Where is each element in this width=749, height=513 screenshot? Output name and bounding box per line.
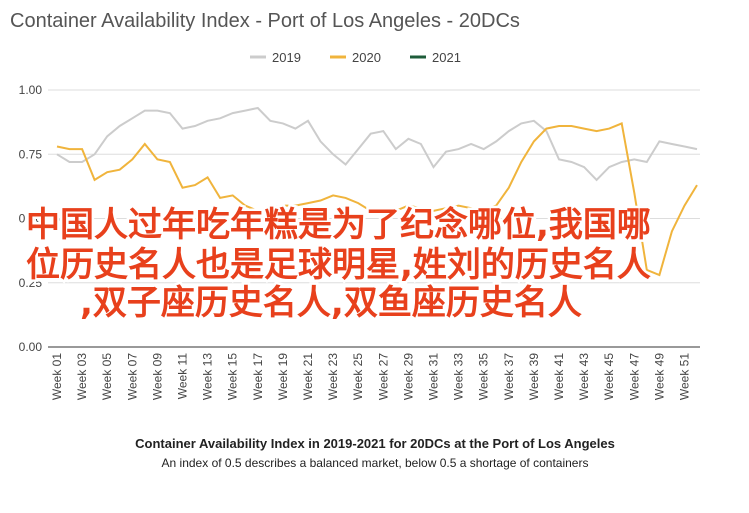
overlay-line: 中国人过年吃年糕是为了纪念哪位,我国哪 [26, 205, 651, 245]
x-tick-label: Week 33 [452, 353, 466, 400]
x-tick-label: Week 37 [502, 353, 516, 400]
x-tick-label: Week 41 [552, 353, 566, 400]
legend-label: 2020 [352, 50, 381, 65]
x-tick-label: Week 11 [175, 353, 189, 400]
subcaption: An index of 0.5 describes a balanced mar… [162, 456, 589, 470]
chart-title: Container Availability Index - Port of L… [10, 10, 520, 32]
x-tick-label: Week 15 [226, 353, 240, 400]
x-tick-label: Week 07 [125, 353, 139, 400]
x-tick-label: Week 17 [251, 353, 265, 400]
x-tick-label: Week 45 [602, 353, 616, 400]
x-tick-label: Week 51 [677, 353, 691, 400]
x-tick-label: Week 05 [100, 353, 114, 400]
x-tick-label: Week 35 [477, 353, 491, 400]
x-tick-label: Week 31 [426, 353, 440, 400]
x-tick-label: Week 27 [376, 353, 390, 400]
y-tick-label: 0.25 [19, 276, 43, 290]
overlay: 中国人过年吃年糕是为了纪念哪位,我国哪 位历史名人也是足球明星,姓刘的历史名人 … [24, 203, 654, 326]
x-tick-label: Week 23 [326, 353, 340, 400]
x-tick-label: Week 25 [351, 353, 365, 400]
overlay-line: 位历史名人也是足球明星,姓刘的历史名人 [26, 245, 651, 285]
x-tick-label: Week 49 [652, 353, 666, 400]
overlay-line: ,双子座历史名人,双鱼座历史名人 [80, 283, 582, 323]
x-tick-label: Week 47 [627, 353, 641, 400]
x-tick-label: Week 01 [50, 353, 64, 400]
x-tick-label: Week 13 [201, 353, 215, 400]
y-tick-label: 0.50 [19, 212, 43, 226]
x-tick-label: Week 43 [577, 353, 591, 400]
y-tick-label: 0.75 [19, 147, 43, 161]
x-tick-label: Week 03 [75, 353, 89, 400]
y-tick-label: 0.00 [19, 340, 43, 354]
series-line [56, 106, 698, 182]
x-tick-label: Week 19 [276, 353, 290, 400]
series-line [56, 121, 698, 277]
x-tick-label: Week 39 [527, 353, 541, 400]
legend-label: 2019 [272, 50, 301, 65]
x-tick-label: Week 21 [301, 353, 315, 400]
x-tick-label: Week 09 [150, 353, 164, 400]
x-tick-label: Week 29 [401, 353, 415, 400]
legend-label: 2021 [432, 50, 461, 65]
caption: Container Availability Index in 2019-202… [135, 436, 615, 451]
series-line [56, 209, 83, 222]
y-tick-label: 1.00 [19, 83, 43, 97]
